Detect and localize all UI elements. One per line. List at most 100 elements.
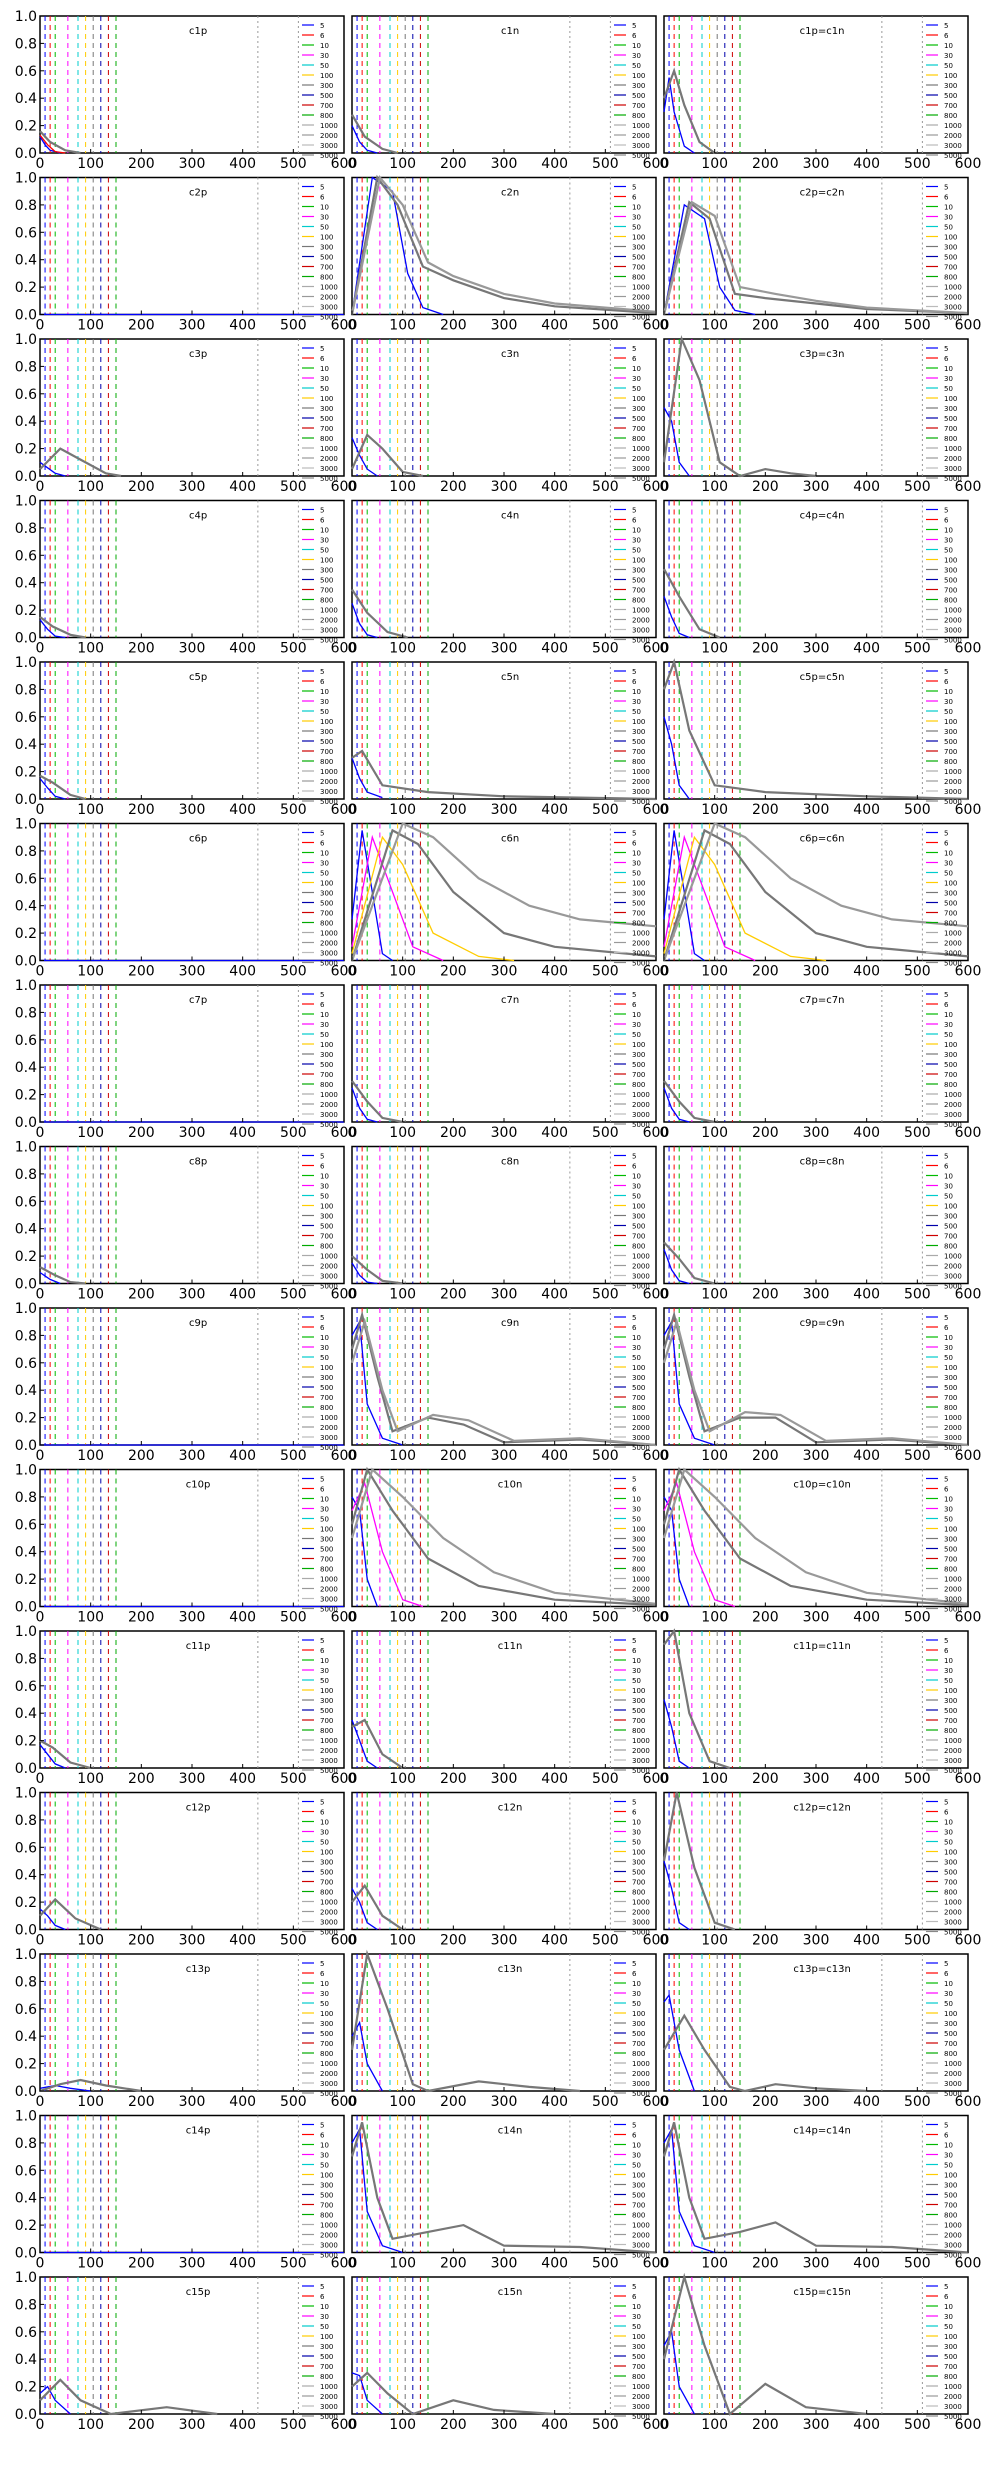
legend-label: 30 bbox=[320, 2152, 329, 2160]
legend-label: 3000 bbox=[320, 950, 338, 958]
legend-label: 30 bbox=[632, 860, 641, 868]
plot-frame bbox=[663, 499, 969, 639]
x-tick-label: 200 bbox=[752, 2417, 779, 2433]
legend-label: 2000 bbox=[944, 1747, 962, 1755]
legend-label: 500 bbox=[320, 92, 333, 100]
legend-label: 2000 bbox=[632, 2232, 650, 2240]
legend-label: 30 bbox=[320, 1021, 329, 1029]
x-tick-label: 300 bbox=[179, 479, 206, 495]
x-tick-label: 0 bbox=[36, 1610, 45, 1626]
legend-label: 800 bbox=[320, 1404, 333, 1412]
plot-title: c15p=c15n bbox=[793, 2287, 851, 2298]
y-tick-label: 0.8 bbox=[15, 198, 37, 214]
x-tick-label: 200 bbox=[128, 2094, 155, 2110]
x-tick-label: 500 bbox=[592, 1125, 619, 1141]
plot-title: c6p=c6n bbox=[800, 834, 845, 845]
legend-label: 6 bbox=[944, 517, 949, 525]
legend-label: 5 bbox=[320, 1314, 324, 1322]
plot-title: c11n bbox=[498, 1641, 523, 1652]
x-tick-label: 600 bbox=[643, 1125, 670, 1141]
legend-label: 5 bbox=[632, 184, 636, 192]
x-tick-label: 100 bbox=[701, 2094, 728, 2110]
plot-frame bbox=[39, 1307, 345, 1446]
legend-label: 5 bbox=[320, 507, 324, 515]
legend-label: 300 bbox=[320, 1697, 333, 1705]
legend-label: 500 bbox=[320, 900, 333, 908]
legend-label: 5 bbox=[944, 184, 948, 192]
subplot-c14n: c14n 561030501003005007008001000200030005… bbox=[348, 2114, 669, 2272]
legend-label: 500 bbox=[320, 1546, 333, 1554]
series-line-300 bbox=[662, 1792, 736, 1931]
legend-label: 300 bbox=[320, 567, 333, 575]
legend-label: 700 bbox=[944, 748, 957, 756]
subplot-c6n: c6n 5610305010030050070080010002000300050… bbox=[348, 822, 669, 980]
y-tick-label: 0.6 bbox=[15, 2325, 37, 2341]
series-line-300 bbox=[350, 2121, 657, 2254]
y-tick-label: 0.0 bbox=[15, 2084, 37, 2100]
legend-label: 5 bbox=[944, 1153, 948, 1161]
legend-label: 800 bbox=[944, 2373, 957, 2381]
x-tick-label: 400 bbox=[541, 1287, 568, 1303]
legend-label: 2000 bbox=[320, 1424, 338, 1432]
plot-title: c5p bbox=[189, 672, 207, 683]
subplot-c10n: c10n 561030501003005007008001000200030005… bbox=[348, 1466, 669, 1626]
x-tick-label: 100 bbox=[701, 1125, 728, 1141]
x-tick-label: 0 bbox=[36, 641, 45, 657]
legend-label: 500 bbox=[320, 738, 333, 746]
plot-frame bbox=[39, 176, 345, 316]
legend-label: 6 bbox=[632, 517, 637, 525]
legend-label: 800 bbox=[944, 920, 957, 928]
legend-label: 1000 bbox=[632, 284, 650, 292]
plot-title: c10p=c10n bbox=[793, 1480, 851, 1491]
legend-label: 30 bbox=[944, 214, 953, 222]
legend-label: 100 bbox=[632, 1526, 645, 1534]
legend-label: 5 bbox=[320, 184, 324, 192]
x-tick-label: 300 bbox=[491, 479, 518, 495]
legend-label: 700 bbox=[320, 102, 333, 110]
legend-label: 100 bbox=[944, 718, 957, 726]
legend-label: 5 bbox=[944, 22, 948, 30]
legend-label: 2000 bbox=[944, 1101, 962, 1109]
x-tick-label: 500 bbox=[592, 156, 619, 172]
x-tick-label: 0 bbox=[348, 2256, 357, 2272]
legend-label: 100 bbox=[632, 2333, 645, 2341]
legend-label: 100 bbox=[632, 2010, 645, 2018]
y-tick-label: 0.0 bbox=[15, 631, 37, 647]
legend-label: 500 bbox=[944, 2353, 957, 2361]
x-tick-label: 200 bbox=[752, 2256, 779, 2272]
legend-label: 500 bbox=[944, 415, 957, 423]
plot-title: c10n bbox=[498, 1480, 523, 1491]
legend-label: 3000 bbox=[320, 627, 338, 635]
legend-label: 30 bbox=[944, 1990, 953, 1998]
legend-label: 700 bbox=[632, 1717, 645, 1725]
legend-label: 1000 bbox=[944, 1091, 962, 1099]
legend-label: 800 bbox=[320, 2212, 333, 2220]
legend-label: 100 bbox=[944, 1687, 957, 1695]
y-tick-label: 0.0 bbox=[15, 1761, 37, 1777]
legend-label: 5000 bbox=[632, 152, 650, 160]
x-tick-label: 200 bbox=[128, 479, 155, 495]
legend-label: 300 bbox=[632, 1697, 645, 1705]
legend-label: 800 bbox=[632, 1727, 645, 1735]
legend-label: 6 bbox=[320, 1163, 325, 1171]
x-tick-label: 400 bbox=[853, 1933, 880, 1949]
y-tick-label: 0.8 bbox=[15, 1813, 37, 1829]
legend-label: 300 bbox=[944, 1536, 957, 1544]
x-tick-label: 300 bbox=[491, 964, 518, 980]
legend-label: 1000 bbox=[944, 1576, 962, 1584]
x-tick-label: 300 bbox=[803, 2094, 830, 2110]
x-tick-label: 600 bbox=[955, 2256, 982, 2272]
legend-label: 2000 bbox=[632, 294, 650, 302]
legend-label: 300 bbox=[944, 2020, 957, 2028]
x-tick-label: 400 bbox=[541, 641, 568, 657]
legend-label: 800 bbox=[944, 274, 957, 282]
subplot-c12p=c12n: c12p=c12n 5610305010030050070080010002000… bbox=[660, 1791, 981, 1949]
legend-label: 6 bbox=[944, 1970, 949, 1978]
legend-label: 100 bbox=[320, 557, 333, 565]
series-line-5 bbox=[351, 757, 383, 799]
legend-label: 100 bbox=[320, 1364, 333, 1372]
subplot-c1n: c1n 5610305010030050070080010002000300050… bbox=[348, 15, 669, 172]
legend-label: 5 bbox=[320, 2122, 324, 2130]
series-line-300 bbox=[350, 828, 657, 961]
x-tick-label: 300 bbox=[179, 1448, 206, 1464]
